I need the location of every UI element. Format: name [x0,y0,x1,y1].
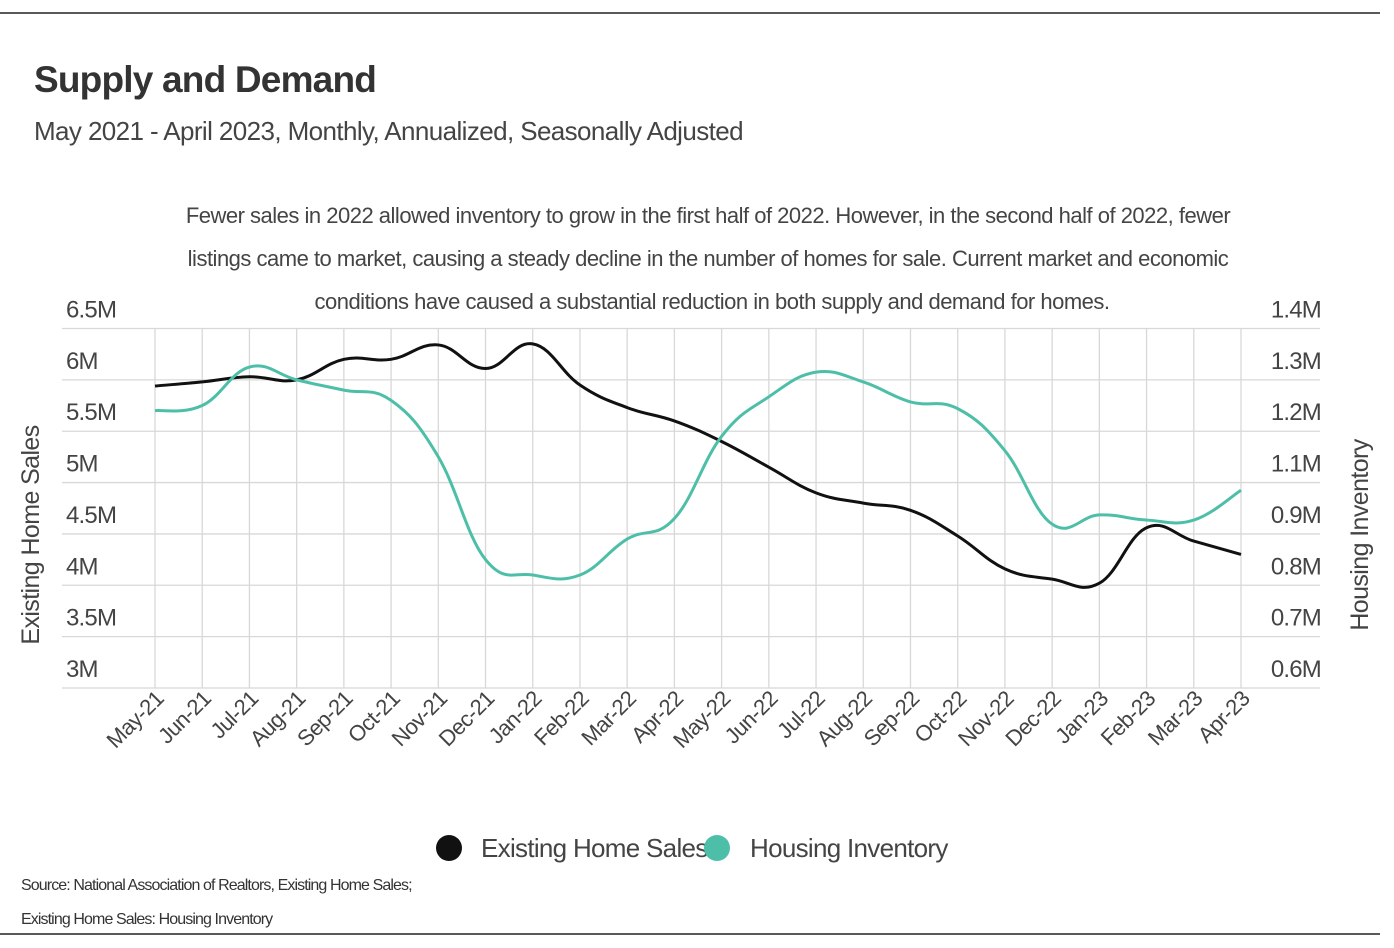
x-tick-label: Jun-21 [153,686,216,749]
legend: Existing Home Sales Housing Inventory [436,833,949,863]
annotation-line-2: listings came to market, causing a stead… [188,246,1229,271]
legend-marker-housing-inventory [704,835,730,861]
right-tick-label: 1.1M [1271,451,1321,478]
series-line-existing-home-sales [154,342,1242,589]
right-tick-label: 0.9M [1271,502,1321,529]
left-tick-label: 6M [66,348,98,375]
x-tick-label: Mar-23 [1143,686,1208,751]
x-tick-label: Apr-23 [1193,686,1255,748]
chart-title: Supply and Demand [34,59,376,100]
right-tick-label: 1.2M [1271,399,1321,426]
left-tick-label: 4M [66,553,98,580]
right-axis-title: Housing Inventory [1346,438,1374,630]
x-axis-ticks: May-21Jun-21Jul-21Aug-21Sep-21Oct-21Nov-… [102,686,1255,753]
left-tick-label: 6.5M [66,297,116,324]
annotation-line-1: Fewer sales in 2022 allowed inventory to… [186,203,1231,228]
right-tick-label: 1.3M [1271,348,1321,375]
x-tick-label: May-21 [102,686,169,753]
left-tick-label: 4.5M [66,502,116,529]
right-tick-label: 0.7M [1271,605,1321,632]
gridlines [62,327,1320,689]
source-line-2: Existing Home Sales: Housing Inventory [21,911,273,928]
legend-label-existing-home-sales: Existing Home Sales [481,833,708,863]
right-axis-ticks: 1.4M 1.3M 1.2M 1.1M 0.9M 0.8M 0.7M 0.6M [1271,297,1322,684]
series-lines [154,342,1242,589]
left-axis-title: Existing Home Sales [17,425,45,644]
left-tick-label: 5.5M [66,399,116,426]
legend-label-housing-inventory: Housing Inventory [750,833,948,863]
right-tick-label: 0.6M [1271,656,1321,683]
left-axis-ticks: 6.5M 6M 5.5M 5M 4.5M 4M 3.5M 3M [66,297,117,684]
x-tick-label: Jun-22 [720,686,783,749]
left-tick-label: 3M [66,656,98,683]
x-tick-label: Mar-22 [576,686,641,751]
chart-subtitle: May 2021 - April 2023, Monthly, Annualiz… [34,116,743,146]
right-tick-label: 0.8M [1271,553,1321,580]
source-line-1: Source: National Association of Realtors… [21,877,412,894]
legend-marker-existing-home-sales [436,835,462,861]
left-tick-label: 3.5M [66,605,116,632]
left-tick-label: 5M [66,451,98,478]
annotation-line-3: conditions have caused a substantial red… [314,289,1109,314]
right-tick-label: 1.4M [1271,297,1321,324]
series-line-housing-inventory [154,364,1242,581]
